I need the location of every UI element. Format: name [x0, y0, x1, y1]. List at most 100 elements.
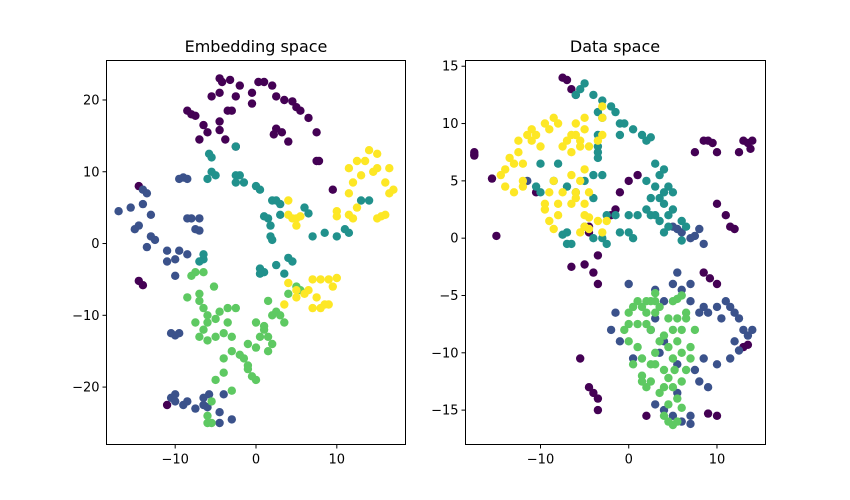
data-space-point-130	[602, 211, 611, 220]
embedding-space-point-182	[296, 212, 305, 221]
data-space-point-187	[637, 377, 647, 386]
embedding-space-point-34	[284, 137, 293, 146]
data-space-point-278	[576, 228, 585, 237]
data-space-point-252	[571, 130, 580, 140]
data-space-point-256	[567, 148, 576, 157]
data-space-point-219	[651, 289, 660, 298]
embedding-space-point-14	[215, 125, 224, 135]
data-space-point-186	[637, 371, 647, 380]
embedding-space-point-54	[171, 255, 180, 264]
data-space-point-154	[668, 188, 678, 197]
data-space-point-35	[746, 144, 755, 153]
data-space-point-287	[584, 188, 594, 197]
data-space-point-202	[686, 342, 695, 352]
data-space-point-149	[651, 159, 660, 168]
embedding-space-point-199	[332, 273, 341, 283]
data-space-point-65	[712, 302, 722, 312]
data-space-point-146	[646, 193, 655, 203]
data-space-point-228	[664, 373, 673, 383]
embedding-space-point-151	[203, 411, 212, 420]
embedding-space-point-190	[308, 275, 317, 284]
embedding-space-point-141	[223, 303, 232, 313]
data-space-point-131	[611, 211, 620, 220]
data-space-point-114	[593, 153, 603, 163]
data-space-point-212	[673, 417, 682, 426]
data-space-point-173	[642, 308, 651, 317]
data-space-point-269	[553, 199, 563, 208]
data-space-point-280	[593, 216, 603, 226]
data-space-point-155	[659, 199, 669, 208]
data-space-point-196	[668, 325, 678, 335]
data-space-point-106	[593, 107, 603, 117]
data-space-point-3	[487, 174, 497, 183]
data-space-point-80	[695, 377, 704, 386]
data-space-point-284	[558, 188, 567, 197]
embedding-space-point-170	[280, 318, 289, 327]
embedding-space-point-158	[251, 343, 261, 352]
embedding-space-ytick-label-1: −10	[72, 309, 99, 324]
data-space-point-87	[686, 419, 695, 429]
data-space-title: Data space	[570, 37, 660, 56]
data-space-point-118	[637, 130, 647, 140]
data-space-point-165	[681, 222, 691, 231]
embedding-space-point-49	[130, 225, 139, 234]
embedding-space-point-143	[223, 318, 232, 327]
embedding-space-point-162	[259, 321, 269, 331]
data-space-point-193	[677, 348, 686, 357]
embedding-space-point-2	[191, 111, 200, 121]
data-space-point-76	[726, 354, 735, 363]
data-space-point-22	[690, 148, 700, 157]
embedding-space-point-118	[344, 228, 354, 237]
data-space-point-42	[589, 388, 598, 398]
data-space-point-50	[624, 279, 633, 289]
embedding-space-point-220	[385, 164, 394, 173]
data-space-point-57	[668, 279, 678, 289]
data-space-point-262	[598, 113, 607, 123]
embedding-space-point-55	[175, 246, 184, 255]
data-space-point-142	[615, 228, 625, 237]
data-space-point-249	[558, 142, 567, 151]
embedding-space-point-18	[235, 81, 244, 90]
embedding-space-point-65	[195, 226, 204, 235]
embedding-space-point-30	[312, 128, 321, 137]
data-space-point-229	[501, 165, 510, 174]
embedding-space-point-43	[126, 203, 135, 212]
data-space-xtick-label-0: −10	[527, 453, 554, 468]
embedding-space-point-130	[199, 303, 208, 313]
data-space-point-7	[562, 75, 572, 85]
data-space-point-96	[677, 228, 686, 237]
data-space-point-45	[576, 354, 585, 363]
embedding-space-point-129	[195, 296, 204, 306]
data-space-point-156	[655, 216, 664, 226]
embedding-space-point-66	[195, 214, 204, 223]
data-space-point-189	[646, 377, 655, 386]
data-space-point-257	[580, 113, 589, 123]
data-space-point-100	[699, 239, 708, 249]
data-space-point-161	[664, 222, 673, 231]
data-space-point-70	[734, 314, 744, 323]
data-space-point-16	[593, 279, 603, 289]
data-space-point-88	[651, 400, 660, 409]
data-space-point-143	[624, 228, 633, 237]
embedding-space-point-90	[231, 178, 240, 187]
data-space-xtick-label-1: 0	[625, 453, 633, 468]
data-space-point-169	[624, 308, 633, 317]
data-space-point-101	[571, 90, 580, 100]
embedding-space-point-104	[268, 235, 277, 245]
data-space-point-213	[677, 403, 686, 412]
data-space-point-240	[523, 130, 532, 140]
embedding-space-point-92	[231, 142, 240, 151]
data-space-point-78	[699, 354, 708, 363]
data-space-point-268	[545, 216, 554, 226]
data-space-point-179	[633, 319, 642, 329]
embedding-space-point-122	[195, 257, 204, 266]
embedding-space-point-19	[247, 88, 257, 98]
data-space-point-109	[611, 107, 620, 117]
embedding-space-point-133	[191, 318, 200, 327]
embedding-space-point-185	[292, 286, 301, 295]
data-space-point-115	[615, 130, 625, 140]
data-space-point-200	[681, 308, 691, 317]
embedding-space-point-134	[203, 318, 212, 327]
data-space-point-207	[673, 394, 682, 403]
data-space-point-144	[628, 234, 638, 243]
